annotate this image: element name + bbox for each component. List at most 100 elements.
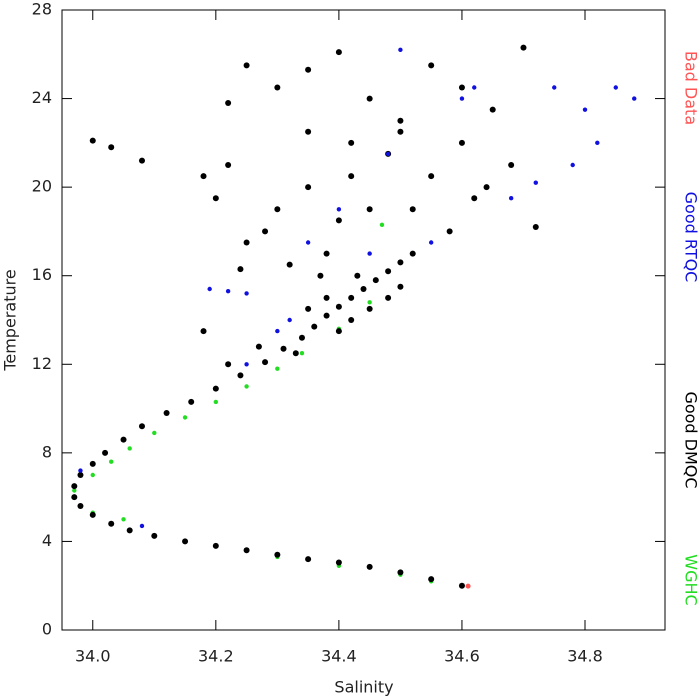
point <box>108 520 115 527</box>
point <box>237 266 244 273</box>
point <box>323 312 330 319</box>
point <box>446 228 453 235</box>
point <box>237 372 244 379</box>
point <box>305 240 311 245</box>
point <box>244 291 249 296</box>
point <box>243 62 250 69</box>
point <box>385 268 392 275</box>
point <box>397 283 404 290</box>
y-tick-label: 0 <box>42 620 52 639</box>
point <box>335 49 342 56</box>
x-tick-label: 34.4 <box>321 647 357 666</box>
x-tick-label: 34.6 <box>444 647 480 666</box>
point <box>126 527 133 534</box>
point <box>458 139 465 146</box>
point <box>348 139 355 146</box>
point <box>520 44 527 51</box>
y-tick-label: 4 <box>42 531 52 550</box>
point <box>212 195 219 202</box>
point <box>354 272 361 279</box>
point <box>243 239 250 246</box>
point <box>77 503 84 509</box>
y-tick-label: 24 <box>32 88 52 107</box>
x-tick-label: 34.0 <box>75 647 111 666</box>
point <box>213 399 219 405</box>
point <box>397 128 404 135</box>
point <box>348 173 355 180</box>
point <box>483 184 490 191</box>
point <box>89 511 96 518</box>
x-tick-label: 34.8 <box>567 647 603 666</box>
point <box>348 317 355 323</box>
point <box>262 228 269 235</box>
point <box>552 85 557 90</box>
point <box>409 250 416 257</box>
point <box>465 583 471 589</box>
point <box>582 107 588 112</box>
point <box>366 95 373 102</box>
point <box>366 206 373 213</box>
point <box>287 317 292 323</box>
point <box>305 128 312 135</box>
point <box>121 517 126 522</box>
point <box>323 294 330 301</box>
point <box>471 195 478 202</box>
point <box>397 569 404 576</box>
point <box>274 206 281 213</box>
point <box>508 162 515 168</box>
point <box>532 224 539 230</box>
point <box>71 483 78 490</box>
point <box>366 563 373 570</box>
legend-label: Bad Data <box>682 51 700 125</box>
point <box>89 137 96 144</box>
point <box>71 494 78 501</box>
x-tick-label: 34.2 <box>198 647 234 666</box>
point <box>458 84 465 91</box>
point <box>108 144 115 151</box>
point <box>360 286 367 292</box>
point <box>335 217 342 224</box>
point <box>305 556 312 563</box>
point <box>212 542 219 549</box>
legend-label: WGHC <box>682 554 700 605</box>
point <box>323 250 330 257</box>
point <box>262 359 269 366</box>
point <box>459 96 465 101</box>
plot-frame <box>61 9 666 631</box>
point <box>212 385 219 392</box>
point <box>335 559 342 566</box>
point <box>367 251 372 256</box>
point <box>182 415 188 420</box>
point <box>72 488 77 493</box>
point <box>139 523 145 529</box>
point <box>102 449 109 456</box>
point <box>77 472 84 478</box>
point <box>379 222 385 227</box>
point <box>244 384 249 389</box>
point <box>225 289 231 294</box>
y-axis-label: Temperature <box>1 269 20 371</box>
point <box>280 345 287 352</box>
point <box>225 100 232 106</box>
point <box>78 468 83 473</box>
point <box>632 96 637 101</box>
point <box>311 323 318 330</box>
point <box>163 410 170 416</box>
point <box>335 328 342 335</box>
point <box>255 343 262 350</box>
point <box>207 286 212 292</box>
point <box>372 277 379 284</box>
legend-label: Good RTQC <box>682 192 700 283</box>
point <box>570 162 575 168</box>
point <box>428 576 435 583</box>
legend-label: Good DMQC <box>682 391 700 488</box>
point <box>244 362 249 367</box>
point <box>275 366 280 371</box>
point <box>385 151 391 157</box>
point <box>428 62 435 69</box>
point <box>225 361 232 368</box>
point <box>533 180 538 185</box>
point <box>152 430 157 436</box>
point <box>595 140 600 146</box>
